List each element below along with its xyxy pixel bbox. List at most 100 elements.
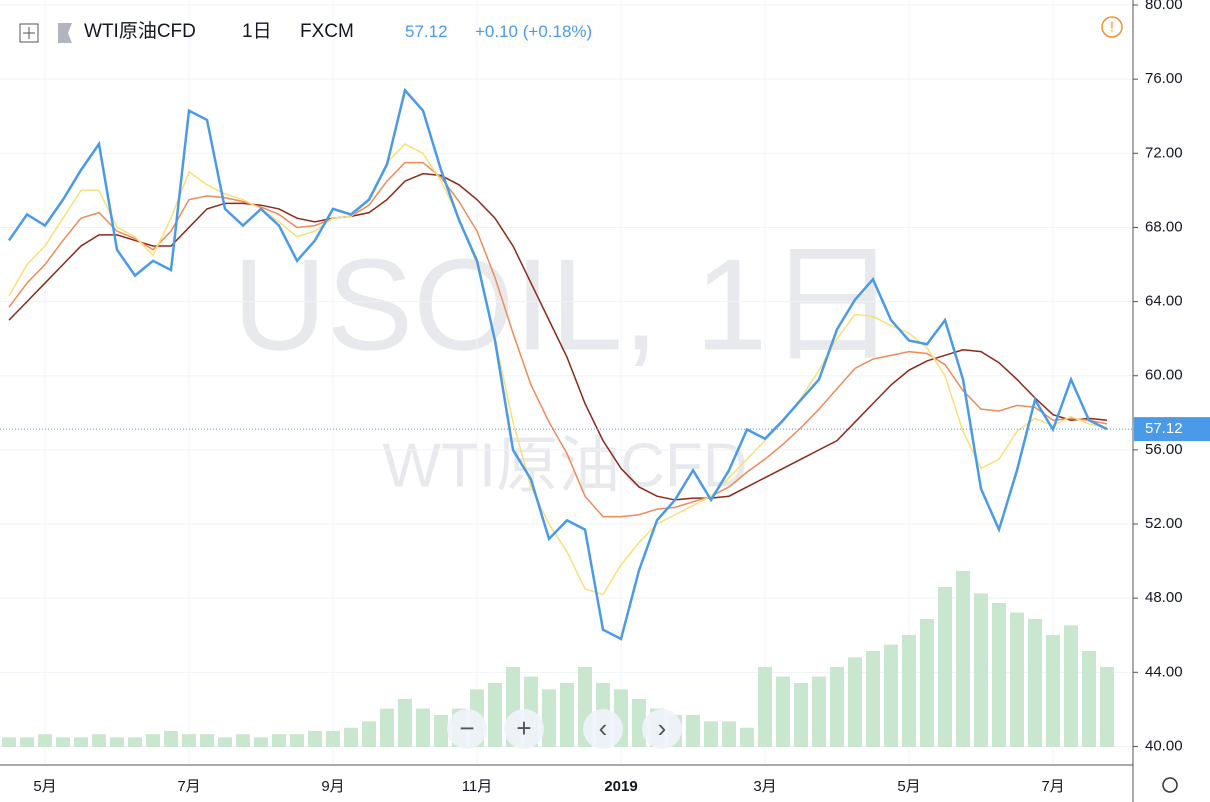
expand-icon[interactable] — [19, 23, 39, 43]
volume-bar — [542, 689, 556, 747]
volume-bar — [902, 635, 916, 747]
y-tick-label: 52.00 — [1145, 515, 1183, 532]
volume-bar — [128, 737, 142, 747]
volume-bar — [254, 737, 268, 747]
volume-bar — [938, 587, 952, 747]
zoom-out[interactable]: − — [447, 709, 487, 749]
volume-bar — [218, 737, 232, 747]
volume-bar — [326, 731, 340, 747]
y-tick-label: 40.00 — [1145, 737, 1183, 754]
x-tick-label: 11月 — [462, 778, 493, 795]
price: 57.12 — [405, 22, 448, 41]
volume-bar — [758, 667, 772, 747]
volume-bar — [866, 651, 880, 747]
volume-bar — [956, 571, 970, 747]
flag-icon — [58, 23, 72, 43]
symbol[interactable]: WTI原油CFD — [84, 21, 196, 42]
volume-bar — [434, 715, 448, 747]
axes: 40.00 44.00 48.00 52.00 56.00 60.00 64.00 68.00… — [33, 0, 1210, 795]
settings-icon[interactable] — [1162, 777, 1178, 793]
series-line — [8, 161, 1108, 518]
x-tick-label: 5月 — [33, 778, 56, 795]
series-line — [8, 172, 1108, 501]
volume-bar — [704, 721, 718, 747]
volume-bar — [1100, 667, 1114, 747]
source[interactable]: FXCM — [300, 21, 354, 42]
volume-bar — [20, 737, 34, 747]
y-tick-label: 76.00 — [1145, 70, 1183, 87]
volume-bar — [74, 737, 88, 747]
volume-bar — [1046, 635, 1060, 747]
volume-bar — [344, 727, 358, 747]
y-tick-label: 60.00 — [1145, 367, 1183, 384]
volume-bar — [830, 667, 844, 747]
volume-bar — [992, 603, 1006, 747]
volume-bar — [200, 734, 214, 747]
y-tick-label: 64.00 — [1145, 293, 1183, 310]
volume — [2, 571, 1114, 747]
volume-bar — [272, 734, 286, 747]
volume-bar — [164, 731, 178, 747]
volume-bar — [1028, 619, 1042, 747]
watermark-name: WTI原油CFD — [382, 431, 747, 500]
volume-bar — [146, 734, 160, 747]
volume-bar — [290, 734, 304, 747]
scroll-right[interactable]: › — [642, 709, 682, 749]
interval[interactable]: 1日 — [242, 21, 272, 42]
volume-bar — [974, 593, 988, 747]
volume-bar — [1082, 651, 1096, 747]
volume-bar — [722, 721, 736, 747]
last-price-box — [1134, 417, 1210, 442]
volume-bar — [776, 676, 790, 747]
expand-plus — [23, 27, 35, 39]
volume-bar — [740, 727, 754, 747]
alert-mark: ! — [1110, 19, 1114, 35]
volume-bar — [398, 699, 412, 747]
volume-bar — [848, 657, 862, 747]
y-tick-label: 80.00 — [1145, 0, 1183, 13]
x-tick-label: 9月 — [321, 778, 344, 795]
volume-bar — [182, 734, 196, 747]
volume-bar — [884, 644, 898, 747]
alert-icon[interactable] — [1101, 16, 1123, 38]
change: +0.10 (+0.18%) — [475, 22, 593, 41]
volume-bar — [488, 683, 502, 747]
grid — [0, 0, 1133, 765]
y-tick-label: 56.00 — [1145, 441, 1183, 458]
volume-bar — [1064, 625, 1078, 747]
volume-bar — [56, 737, 70, 747]
volume-bar — [110, 737, 124, 747]
x-tick-label: 3月 — [753, 778, 776, 795]
x-tick-label: 2019 — [604, 778, 637, 795]
volume-bar — [380, 708, 394, 747]
volume-bar — [560, 683, 574, 747]
y-tick-label: 44.00 — [1145, 663, 1183, 680]
x-tick-label: 7月 — [1041, 778, 1064, 795]
volume-bar — [38, 734, 52, 747]
series-line — [7, 87, 1108, 641]
volume-bar — [794, 683, 808, 747]
x-tick-label: 7月 — [177, 778, 200, 795]
volume-bar — [812, 676, 826, 747]
volume-bar — [308, 731, 322, 747]
y-tick-label: 48.00 — [1145, 589, 1183, 606]
volume-bar — [236, 734, 250, 747]
volume-bar — [1010, 612, 1024, 747]
volume-bar — [2, 737, 16, 747]
watermark-symbol: USOIL, 1日 — [233, 231, 898, 377]
x-tick-label: 5月 — [897, 778, 920, 795]
scroll-left[interactable]: ‹ — [583, 709, 623, 749]
volume-bar — [686, 715, 700, 747]
y-tick-label: 72.00 — [1145, 144, 1183, 161]
volume-bar — [92, 734, 106, 747]
lines — [0, 87, 1133, 641]
y-tick-label: 68.00 — [1145, 218, 1183, 235]
volume-bar — [362, 721, 376, 747]
zoom-in[interactable]: + — [504, 709, 544, 749]
last-price-label: 57.12 — [1145, 420, 1183, 437]
volume-bar — [416, 708, 430, 747]
series-line — [8, 143, 1108, 596]
volume-bar — [920, 619, 934, 747]
